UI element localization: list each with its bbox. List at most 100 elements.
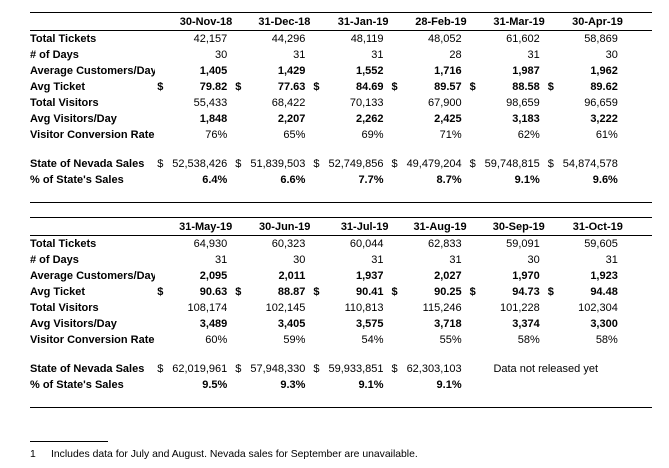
dollar-spacer xyxy=(155,95,168,111)
dollar-spacer xyxy=(546,332,559,348)
cell-value: 9.5% xyxy=(202,378,228,391)
cell-value: 65% xyxy=(283,128,306,141)
row-label: Avg Visitors/Day xyxy=(30,112,117,125)
cell-value: 79.82 xyxy=(199,80,228,93)
dollar-column-spacer xyxy=(468,13,481,31)
nevada-sales-row: State of Nevada Sales $62,019,961 $57,948,… xyxy=(30,361,652,377)
table-row: Total Visitors 55,433 68,422 70,133 67,900 98… xyxy=(30,95,652,111)
cell-value: 30 xyxy=(293,253,306,266)
dollar-spacer xyxy=(546,377,559,393)
cell-value: 89.57 xyxy=(434,80,462,93)
dollar-spacer xyxy=(155,172,168,188)
column-header: 31-Jul-19 xyxy=(340,220,389,233)
cell-value: 101,228 xyxy=(499,301,540,314)
spacer-cell xyxy=(30,348,652,361)
cell-value: 55,433 xyxy=(193,96,228,109)
footnote-marker: 1 xyxy=(30,449,36,460)
empty-cell xyxy=(481,377,546,393)
footnote-divider xyxy=(30,441,108,442)
dollar-spacer xyxy=(233,31,246,47)
cell-value: 59,933,851 xyxy=(328,362,384,375)
cell-value: 3,222 xyxy=(590,112,618,125)
dollar-spacer xyxy=(155,63,168,79)
cell-value: 62,019,961 xyxy=(172,362,228,375)
dollar-spacer xyxy=(468,268,481,284)
dollar-spacer xyxy=(311,377,324,393)
column-header: 30-Sep-19 xyxy=(492,220,545,233)
cell-value: 49,479,204 xyxy=(406,157,462,170)
dollar-spacer xyxy=(311,316,324,332)
cell-value: 3,489 xyxy=(199,317,228,330)
fill-cell xyxy=(624,332,652,348)
dollar-column-spacer xyxy=(233,218,246,236)
cell-value: 1,429 xyxy=(277,64,306,77)
dollar-sign: $ xyxy=(313,362,320,375)
dollar-spacer xyxy=(311,332,324,348)
column-header: 30-Nov-18 xyxy=(179,15,233,28)
cell-value: 44,296 xyxy=(271,32,306,45)
dollar-spacer xyxy=(468,111,481,127)
cell-value: 2,011 xyxy=(278,269,306,282)
dollar-spacer xyxy=(233,252,246,268)
dollar-spacer xyxy=(233,332,246,348)
dollar-spacer xyxy=(311,300,324,316)
cell-value: 54,874,578 xyxy=(562,157,618,170)
dollar-spacer xyxy=(311,63,324,79)
dollar-spacer xyxy=(155,377,168,393)
dollar-spacer xyxy=(233,95,246,111)
dollar-spacer xyxy=(390,300,403,316)
cell-value: 94.73 xyxy=(512,285,540,298)
dollar-column-spacer xyxy=(311,218,324,236)
dollar-spacer xyxy=(468,95,481,111)
cell-value: 90.63 xyxy=(199,285,228,298)
cell-value: 6.4% xyxy=(202,173,228,186)
dollar-sign: $ xyxy=(157,362,164,375)
cell-value: 1,987 xyxy=(512,64,540,77)
cell-value: 59,605 xyxy=(584,237,618,250)
cell-value: 3,183 xyxy=(512,112,540,125)
row-label: Visitor Conversion Rate xyxy=(30,333,155,346)
header-row: 31-May-19 30-Jun-19 31-Jul-19 31-Aug-19 30-S… xyxy=(30,218,652,236)
empty-cell xyxy=(559,377,624,393)
label-column-header xyxy=(30,218,155,236)
cell-value: 55% xyxy=(439,333,462,346)
dollar-spacer xyxy=(468,127,481,143)
dollar-spacer xyxy=(233,316,246,332)
fill-cell xyxy=(624,79,652,95)
cell-value: 1,962 xyxy=(590,64,618,77)
dollar-sign: $ xyxy=(157,157,164,170)
cell-value: 2,207 xyxy=(277,112,306,125)
cell-value: 1,552 xyxy=(355,64,384,77)
cell-value: 31 xyxy=(293,48,306,61)
cell-value: 48,052 xyxy=(427,32,462,45)
spacer-row xyxy=(30,348,652,361)
cell-value: 71% xyxy=(439,128,462,141)
dollar-spacer xyxy=(546,268,559,284)
table-row: Average Customers/Day 1,405 1,429 1,552 1,71… xyxy=(30,63,652,79)
cell-value: 59% xyxy=(283,333,306,346)
cell-value: 54% xyxy=(361,333,384,346)
fill-cell xyxy=(624,252,652,268)
cell-value: 28 xyxy=(449,48,462,61)
column-header: 31-Aug-19 xyxy=(413,220,467,233)
row-label: Total Tickets xyxy=(30,32,97,45)
dollar-spacer xyxy=(390,332,403,348)
cell-value: 88.87 xyxy=(277,285,306,298)
fill-cell xyxy=(624,284,652,300)
cell-value: 8.7% xyxy=(436,173,462,186)
data-table: 30-Nov-18 31-Dec-18 31-Jan-19 28-Feb-19 31-M… xyxy=(30,12,652,203)
row-label: Avg Ticket xyxy=(30,80,86,93)
cell-value: 3,374 xyxy=(512,317,540,330)
fill-cell xyxy=(624,156,652,172)
cell-value: 51,839,503 xyxy=(250,157,306,170)
dollar-spacer xyxy=(468,47,481,63)
row-label: Average Customers/Day xyxy=(30,269,156,282)
cell-value: 68,422 xyxy=(271,96,306,109)
cell-value: 9.1% xyxy=(514,173,540,186)
dollar-spacer xyxy=(468,300,481,316)
dollar-spacer xyxy=(155,316,168,332)
dollar-spacer xyxy=(390,111,403,127)
cell-value: 3,300 xyxy=(590,317,618,330)
dollar-spacer xyxy=(233,111,246,127)
spacer-row xyxy=(30,188,652,203)
